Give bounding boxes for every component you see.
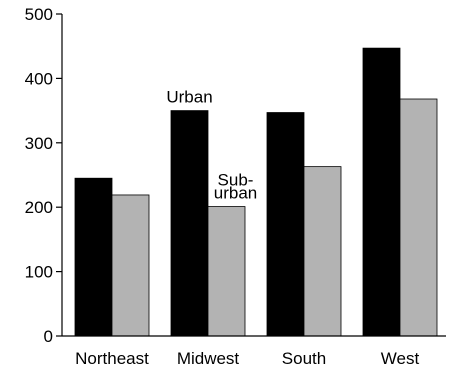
y-tick-label: 500 — [25, 5, 53, 24]
x-category-label: Northeast — [75, 349, 149, 368]
y-tick-label: 400 — [25, 69, 53, 88]
y-axis: 0 100 200 300 400 500 — [25, 5, 63, 346]
bar-annotation: Urban — [166, 88, 212, 107]
annotations: Urban Sub-urban — [166, 88, 257, 203]
y-tick-label: 100 — [25, 263, 53, 282]
bar-annotation-line: urban — [214, 184, 257, 203]
bar-annotation: Sub-urban — [214, 171, 257, 203]
bar-midwest-series-1 — [170, 110, 209, 337]
bars — [74, 47, 438, 337]
x-category-label: South — [282, 349, 326, 368]
y-tick-label: 0 — [44, 327, 53, 346]
x-axis: Northeast Midwest South West — [62, 335, 446, 368]
bar-annotation-line: Sub- — [218, 171, 254, 190]
x-category-label: West — [381, 349, 420, 368]
bar-south-series-1 — [266, 112, 305, 337]
x-category-label: Midwest — [177, 349, 240, 368]
bar-northeast-series-2 — [111, 194, 150, 337]
bar-south-series-2 — [303, 166, 342, 337]
bar-midwest-series-2 — [207, 206, 246, 337]
y-tick-label: 300 — [25, 134, 53, 153]
bar-west-series-2 — [399, 98, 438, 337]
y-tick-label: 200 — [25, 198, 53, 217]
bar-west-series-1 — [362, 47, 401, 337]
bar-annotation-line: Urban — [166, 88, 212, 107]
bar-northeast-series-1 — [74, 177, 113, 337]
